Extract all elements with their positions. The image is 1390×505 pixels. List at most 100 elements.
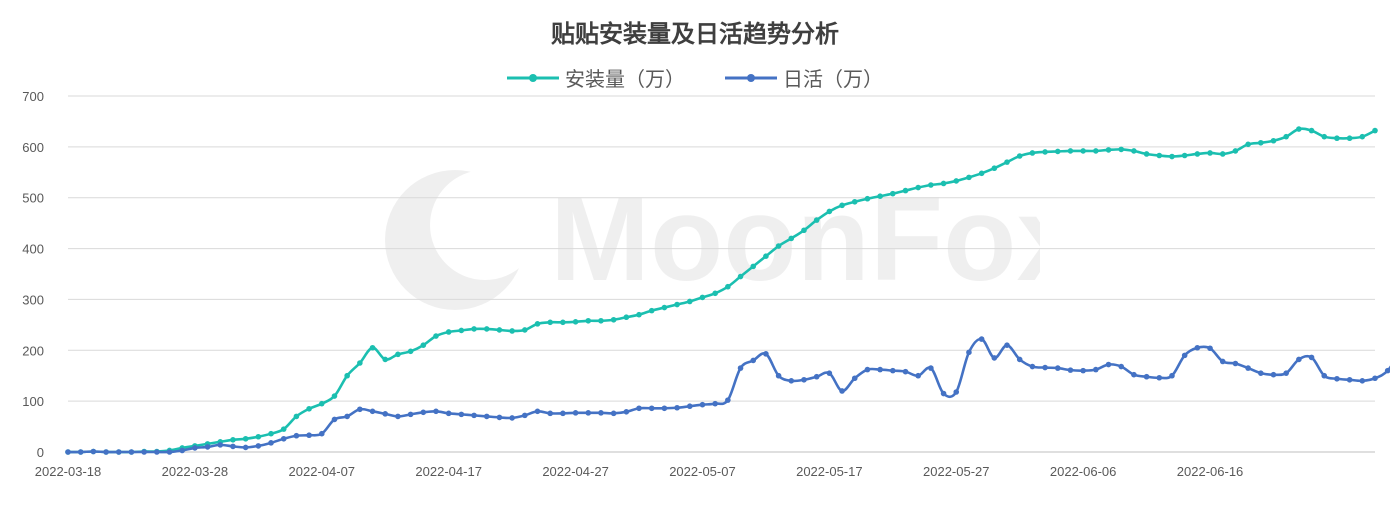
y-tick-label: 100 xyxy=(22,394,44,409)
data-point-series-1 xyxy=(1080,367,1086,374)
data-point-series-0 xyxy=(864,195,871,202)
data-point-series-0 xyxy=(534,321,541,327)
data-point-series-1 xyxy=(534,408,541,415)
data-point-series-1 xyxy=(1156,374,1163,381)
data-point-series-1 xyxy=(255,443,262,449)
data-point-series-1 xyxy=(636,405,642,412)
data-point-series-0 xyxy=(902,187,909,194)
data-point-series-0 xyxy=(737,273,744,280)
y-tick-label: 0 xyxy=(37,445,44,460)
data-point-series-1 xyxy=(1270,371,1277,378)
data-point-series-0 xyxy=(1169,153,1175,160)
data-point-series-0 xyxy=(953,178,960,184)
data-point-series-1 xyxy=(90,448,97,455)
legend-item-dau[interactable]: 日活（万） xyxy=(725,63,883,92)
data-point-series-0 xyxy=(280,426,287,432)
data-point-series-1 xyxy=(458,411,465,418)
data-point-series-0 xyxy=(1232,148,1239,154)
data-point-series-1 xyxy=(407,411,414,418)
data-point-series-1 xyxy=(1334,375,1340,382)
data-point-series-1 xyxy=(1359,378,1366,384)
data-point-series-1 xyxy=(1042,364,1048,371)
data-point-series-1 xyxy=(115,449,122,455)
data-point-series-0 xyxy=(1054,148,1061,155)
data-point-series-1 xyxy=(585,410,592,416)
data-point-series-1 xyxy=(953,389,960,395)
data-point-series-0 xyxy=(826,208,833,215)
data-point-series-0 xyxy=(1080,148,1086,154)
data-point-series-1 xyxy=(648,405,655,412)
data-point-series-0 xyxy=(623,314,630,321)
data-point-series-0 xyxy=(763,253,769,259)
data-point-series-0 xyxy=(699,294,706,301)
data-point-series-0 xyxy=(712,290,718,297)
data-point-series-1 xyxy=(725,397,731,403)
data-point-series-1 xyxy=(1296,356,1302,363)
data-point-series-1 xyxy=(1321,372,1328,379)
data-point-series-0 xyxy=(1131,148,1137,154)
data-point-series-0 xyxy=(369,344,376,351)
data-point-series-0 xyxy=(978,170,985,177)
data-point-series-0 xyxy=(750,263,757,270)
data-point-series-1 xyxy=(522,412,528,419)
data-point-series-1 xyxy=(331,416,338,423)
data-point-series-1 xyxy=(978,336,985,342)
data-point-series-1 xyxy=(661,405,668,412)
data-point-series-0 xyxy=(1372,127,1378,134)
data-point-series-0 xyxy=(1219,151,1226,157)
data-point-series-0 xyxy=(915,184,921,191)
data-point-series-0 xyxy=(522,327,528,333)
data-point-series-1 xyxy=(902,368,909,375)
data-point-series-0 xyxy=(1181,152,1188,159)
data-point-series-1 xyxy=(686,403,693,410)
data-point-series-0 xyxy=(1257,139,1264,146)
data-point-series-0 xyxy=(686,298,693,305)
legend-item-installs[interactable]: 安装量（万） xyxy=(507,63,685,92)
data-point-series-0 xyxy=(598,317,604,324)
data-point-series-0 xyxy=(1321,133,1328,140)
data-point-series-1 xyxy=(839,388,845,394)
data-point-series-0 xyxy=(382,356,389,363)
data-point-series-1 xyxy=(280,435,287,442)
data-point-series-1 xyxy=(940,390,947,397)
y-tick-label: 500 xyxy=(22,191,44,206)
data-point-series-0 xyxy=(572,319,579,325)
data-point-series-1 xyxy=(610,410,617,417)
data-point-series-1 xyxy=(344,413,350,420)
data-point-series-1 xyxy=(65,449,71,455)
data-point-series-0 xyxy=(1296,126,1302,132)
data-point-series-1 xyxy=(598,410,604,416)
data-point-series-0 xyxy=(801,227,807,234)
y-tick-label: 700 xyxy=(22,89,44,104)
data-point-series-1 xyxy=(509,415,515,421)
data-point-series-1 xyxy=(306,432,312,439)
legend-swatch-installs xyxy=(507,73,559,82)
data-point-series-1 xyxy=(293,432,300,439)
data-point-series-1 xyxy=(77,449,84,455)
data-point-series-0 xyxy=(344,372,350,379)
data-point-series-1 xyxy=(154,449,160,455)
y-tick-label: 300 xyxy=(22,292,44,307)
data-point-series-0 xyxy=(1283,133,1289,140)
data-point-series-1 xyxy=(357,406,363,413)
data-point-series-0 xyxy=(788,235,795,242)
data-point-series-1 xyxy=(826,370,833,376)
data-point-series-0 xyxy=(331,393,338,399)
data-point-series-1 xyxy=(1143,373,1150,380)
data-point-series-0 xyxy=(1156,152,1163,159)
data-point-series-1 xyxy=(1181,352,1188,359)
data-point-series-0 xyxy=(1016,153,1023,159)
data-point-series-1 xyxy=(712,400,718,407)
data-point-series-1 xyxy=(560,410,566,417)
data-point-series-1 xyxy=(1067,367,1074,373)
data-point-series-0 xyxy=(1334,135,1340,142)
data-point-series-0 xyxy=(306,405,312,412)
data-point-series-0 xyxy=(1359,133,1366,140)
data-point-series-1 xyxy=(1245,365,1251,371)
y-tick-label: 200 xyxy=(22,343,44,358)
data-point-series-0 xyxy=(242,435,249,442)
data-point-series-1 xyxy=(864,366,871,373)
data-point-series-1 xyxy=(699,401,706,408)
data-point-series-0 xyxy=(420,342,427,349)
